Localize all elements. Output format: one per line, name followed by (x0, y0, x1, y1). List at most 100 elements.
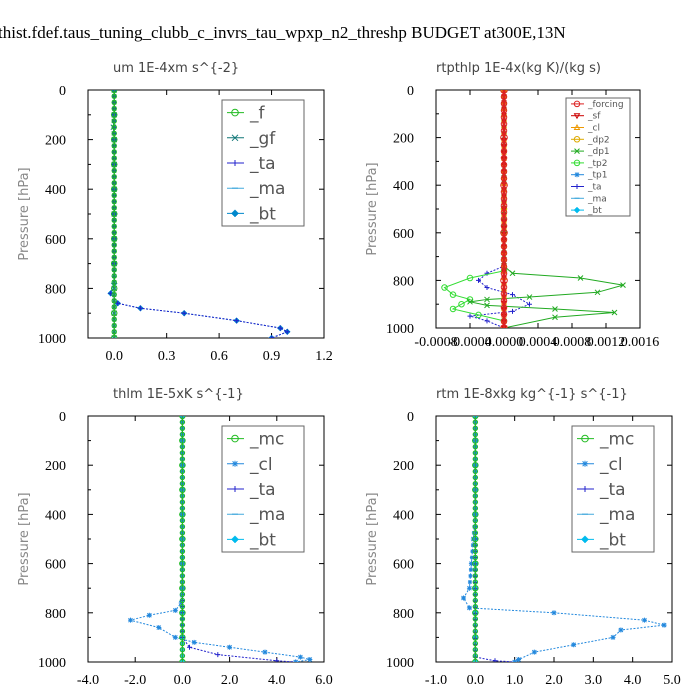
y-tick-label: 0 (407, 84, 414, 99)
y-axis-label: Pressure [hPa] (17, 492, 32, 585)
data-point (111, 304, 117, 310)
data-point (111, 291, 117, 298)
legend-marker (573, 136, 581, 143)
x-tick-label: 3.0 (585, 673, 603, 688)
data-point (500, 236, 508, 243)
data-point (512, 659, 518, 662)
data-point (472, 530, 479, 536)
data-point (110, 210, 118, 218)
data-point (500, 311, 508, 318)
data-point (215, 652, 221, 658)
data-point (500, 90, 508, 94)
data-point (111, 155, 117, 161)
x-tick-label: 0.0008 (553, 335, 592, 350)
legend-item: _mc (227, 430, 284, 450)
y-tick-label: 0 (59, 84, 66, 99)
x-tick-label: -4.0 (77, 673, 99, 688)
legend-item: _dp2 (571, 135, 610, 145)
legend: _mc _cl _ta _ma _bt (571, 425, 655, 553)
data-point (661, 622, 667, 628)
data-point (531, 649, 537, 655)
series-forcing (500, 90, 508, 328)
x-tick-label: 2.0 (221, 673, 239, 688)
data-point (111, 273, 117, 279)
data-point (472, 573, 479, 579)
data-point (467, 580, 472, 585)
legend-item: _tp1 (571, 171, 607, 181)
data-point (458, 300, 465, 308)
data-point (179, 560, 186, 567)
data-point (471, 530, 476, 535)
x-tick-label: -2.0 (124, 673, 146, 688)
data-point (111, 329, 117, 335)
series-ta (472, 416, 518, 662)
data-point (186, 644, 192, 650)
series-mc (179, 416, 186, 662)
data-point (111, 99, 117, 106)
data-point (500, 127, 508, 135)
data-point (472, 653, 479, 659)
legend-label: _dp2 (587, 135, 610, 145)
legend-marker (573, 113, 581, 120)
legend-marker (574, 172, 580, 178)
data-point (484, 285, 490, 291)
data-point (179, 591, 186, 598)
legend-marker (573, 206, 581, 214)
legend-label: _f (249, 104, 266, 124)
data-point (110, 111, 118, 119)
y-tick-label: 0 (59, 410, 66, 425)
series-f (110, 90, 118, 338)
legend-item: _bt (227, 530, 276, 550)
legend-item: _bt (227, 204, 276, 224)
data-point (467, 313, 473, 319)
legend-label: _ta (249, 154, 276, 174)
data-point (500, 263, 508, 271)
legend-item: _ma (577, 505, 635, 525)
figure-title: thist.fdef.taus_tuning_clubb_c_invrs_tau… (0, 23, 566, 42)
data-point (179, 628, 186, 634)
data-point (179, 530, 186, 536)
legend: _f _gf _ta _ma _bt (221, 99, 305, 227)
legend-label: _ma (249, 179, 285, 199)
data-point (110, 260, 118, 267)
legend-label: _bt (249, 530, 276, 550)
x-tick-label: 4.0 (268, 673, 286, 688)
data-point (461, 595, 467, 601)
legend-label: _ta (599, 480, 626, 500)
data-point (111, 242, 117, 248)
legend-label: _sf (587, 112, 601, 122)
legend-label: _cl (599, 455, 623, 475)
data-point (472, 567, 479, 573)
data-point (137, 305, 143, 311)
data-point (500, 188, 508, 196)
legend-label: _bt (599, 530, 626, 550)
x-tick-label: -1.0 (425, 673, 447, 688)
data-point (509, 270, 516, 277)
data-point (472, 548, 479, 554)
data-point (111, 279, 117, 285)
legend-marker (232, 460, 238, 467)
data-point (611, 309, 618, 316)
legend-marker (231, 134, 239, 142)
x-tick-label: 0.0000 (485, 335, 524, 350)
data-point (179, 597, 186, 604)
legend-label: _bt (249, 204, 276, 224)
data-point (179, 511, 186, 518)
data-point (500, 215, 508, 223)
data-point (510, 292, 515, 298)
data-point (472, 450, 479, 456)
y-tick-label: 200 (393, 132, 414, 147)
data-point (179, 437, 186, 444)
y-axis-label: Pressure [hPa] (365, 162, 380, 255)
legend-marker (582, 486, 588, 492)
x-tick-label: 0.0012 (587, 335, 626, 350)
data-point (500, 181, 508, 189)
data-point (500, 209, 508, 216)
chart-title: rtm 1E-8xkg kg^{-1} s^{-1} (436, 387, 628, 402)
data-point (111, 223, 117, 230)
data-point (484, 296, 490, 303)
data-point (111, 130, 117, 137)
legend-item: _ma (227, 505, 285, 525)
legend-item: _ma (227, 179, 285, 199)
y-tick-label: 600 (393, 227, 414, 242)
